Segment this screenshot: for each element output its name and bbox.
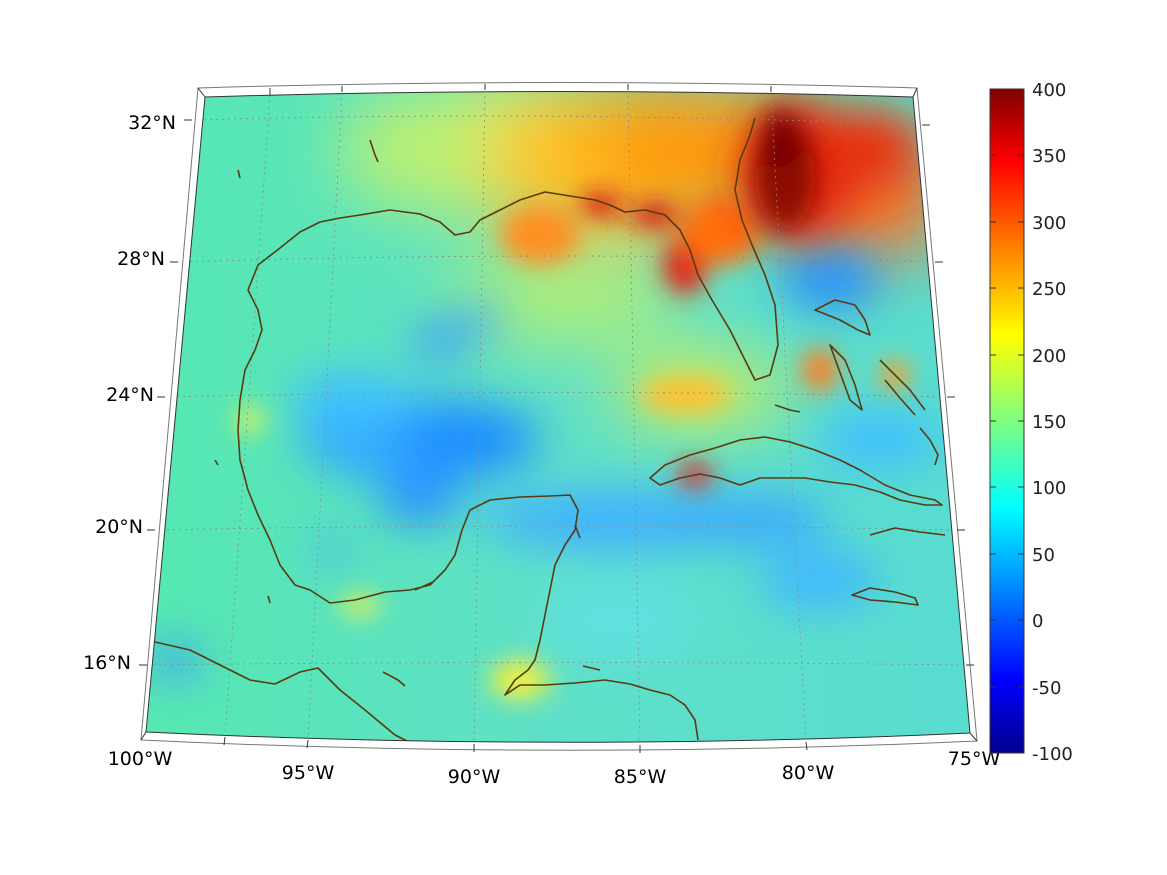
lon-label-80w: 80°W xyxy=(782,762,835,784)
colorbar-tick-minus50: -50 xyxy=(1032,678,1061,699)
colorbar: 400 350 300 250 200 150 100 50 0 -50 -10… xyxy=(989,80,1073,765)
lat-label-16n: 16°N xyxy=(83,652,131,674)
graticule xyxy=(146,91,967,743)
colorbar-tick-50: 50 xyxy=(1032,545,1055,566)
latitude-labels: 32°N 28°N 24°N 20°N 16°N xyxy=(83,112,176,674)
colorbar-tick-400: 400 xyxy=(1032,80,1066,101)
colorbar-tick-minus100: -100 xyxy=(1032,744,1073,765)
colorbar-tick-200: 200 xyxy=(1032,346,1066,367)
colorbar-tick-250: 250 xyxy=(1032,279,1066,300)
lon-label-90w: 90°W xyxy=(448,766,501,788)
colorbar-tick-0: 0 xyxy=(1032,611,1043,632)
lat-label-32n: 32°N xyxy=(128,112,176,134)
lat-label-24n: 24°N xyxy=(106,384,154,406)
map-frame xyxy=(139,82,978,753)
longitude-labels: 100°W 95°W 90°W 85°W 80°W 75°W xyxy=(108,748,1001,788)
colorbar-tick-350: 350 xyxy=(1032,146,1066,167)
lon-label-95w: 95°W xyxy=(282,762,335,784)
colorbar-tick-100: 100 xyxy=(1032,478,1066,499)
data-field xyxy=(146,91,970,743)
lon-label-100w: 100°W xyxy=(108,748,173,770)
lat-label-20n: 20°N xyxy=(95,516,143,538)
coastlines xyxy=(154,117,946,743)
lat-label-28n: 28°N xyxy=(117,248,165,270)
colorbar-tick-150: 150 xyxy=(1032,412,1066,433)
colorbar-tick-300: 300 xyxy=(1032,213,1066,234)
colorbar-ticks xyxy=(990,88,1024,754)
lon-label-75w: 75°W xyxy=(948,748,1001,770)
lon-label-85w: 85°W xyxy=(614,766,667,788)
